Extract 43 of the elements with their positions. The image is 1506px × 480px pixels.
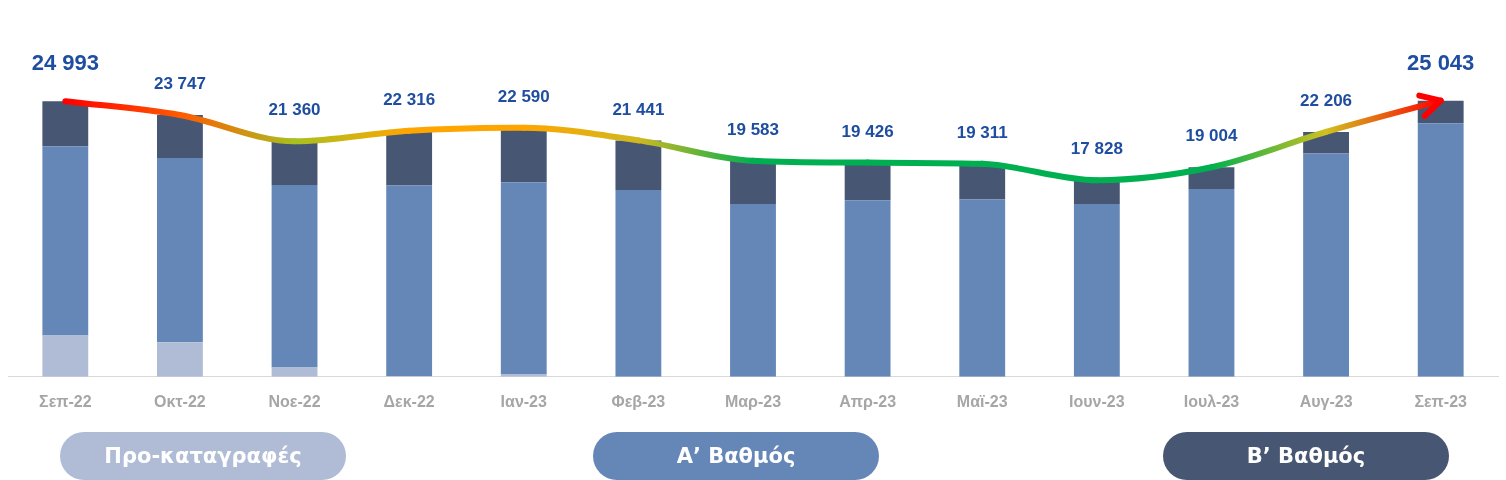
data-label: 21 441 <box>612 99 665 119</box>
text: Β’ Βαθμός <box>1163 432 1449 480</box>
bar <box>157 342 203 377</box>
bar <box>1188 188 1235 377</box>
x-tick-label: Σεπ-23 <box>1414 392 1468 410</box>
text: Προ-καταγραφές <box>60 432 346 480</box>
x-tick-label: Δεκ-22 <box>383 392 435 410</box>
bar <box>1073 204 1120 377</box>
x-tick-label: Οκτ-22 <box>154 392 206 410</box>
data-label: 19 004 <box>1185 126 1238 146</box>
x-tick-label: Νοε-22 <box>268 392 321 410</box>
bar <box>730 204 776 377</box>
data-label: 23 747 <box>153 74 206 94</box>
bar <box>386 185 433 376</box>
bar <box>157 158 203 343</box>
text: Α’ Βαθμός <box>593 432 879 480</box>
bar <box>271 367 318 377</box>
x-tick-label: Ιουν-23 <box>1069 392 1125 410</box>
data-label: 22 206 <box>1300 91 1353 111</box>
x-tick-label: Μαϊ-23 <box>956 392 1008 410</box>
bar <box>615 189 662 377</box>
data-label: 19 583 <box>727 120 779 140</box>
x-tick-label: Σεπ-22 <box>39 392 92 410</box>
data-label: 21 360 <box>268 100 321 120</box>
x-tick-label: Ιαν-23 <box>500 392 548 410</box>
x-tick-label: Απρ-23 <box>839 392 897 410</box>
data-label: 25 043 <box>1407 49 1475 75</box>
bar <box>271 184 318 368</box>
data-label: 19 426 <box>841 121 894 141</box>
data-label: 22 590 <box>497 86 550 106</box>
data-label: 24 993 <box>31 50 99 76</box>
bar <box>959 199 1006 377</box>
x-tick-label: Ιουλ-23 <box>1183 392 1240 410</box>
bar <box>844 200 891 377</box>
x-tick-label: Φεβ-23 <box>611 392 666 410</box>
data-label: 17 828 <box>1070 139 1123 159</box>
bar <box>500 182 547 375</box>
data-label: 22 316 <box>383 89 436 109</box>
bar <box>42 146 89 336</box>
x-tick-label: Μαρ-23 <box>724 392 782 410</box>
x-tick-label: Αυγ-23 <box>1299 392 1353 410</box>
bar <box>42 335 89 377</box>
data-label: 19 311 <box>956 123 1008 143</box>
